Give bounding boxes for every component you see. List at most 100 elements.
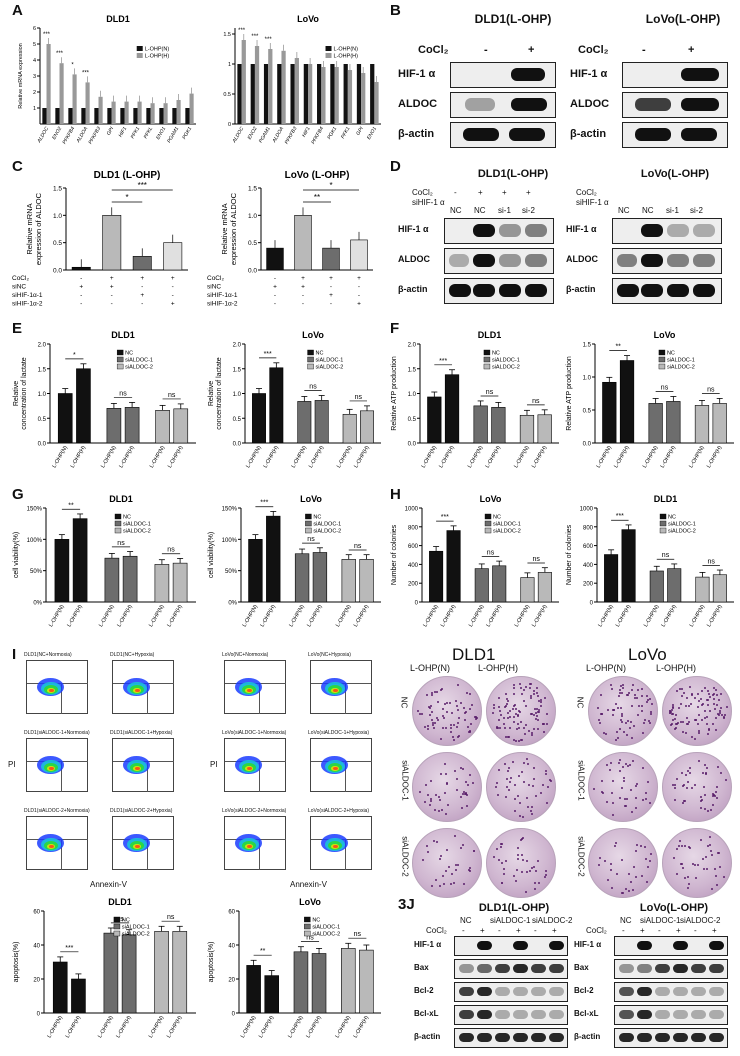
bar (343, 64, 348, 124)
y-tick-label: 0 (415, 601, 419, 607)
bar (666, 401, 681, 444)
flow-xlabel-1: Annexin-V (90, 880, 127, 889)
bar (172, 108, 177, 124)
bar (277, 64, 282, 124)
bar (264, 975, 279, 1014)
j-sign: + (712, 926, 717, 935)
bar (55, 108, 60, 124)
legend-label: siALDOC-2 (123, 529, 151, 535)
bar (537, 414, 552, 444)
bar (294, 553, 310, 603)
legend-label: siALDOC-2 (312, 932, 340, 938)
legend-swatch (114, 520, 122, 527)
bar (303, 64, 308, 124)
y-tick-label: 0.0 (53, 268, 62, 275)
y-axis-label-2: concentration of lactate (21, 357, 28, 429)
b-plus-1: + (528, 44, 535, 56)
x-tick-label: ENO1 (155, 126, 167, 141)
d-row-actin: β-actin (398, 284, 428, 294)
colony-plates-lovo (588, 676, 738, 898)
d-sihif-2: siHIF-1 α (576, 198, 609, 207)
table-mark: + (357, 275, 361, 282)
table-row-label: siHIF-1α-1 (207, 292, 238, 299)
flow-plot-title: DLD1(siALDOC-2+Hypoxia) (110, 808, 173, 814)
sig-mark: ns (661, 385, 669, 392)
b-row-actin: β-actin (398, 128, 435, 140)
table-mark: - (302, 301, 304, 308)
legend-swatch (483, 356, 491, 363)
flow-cytometry-plot (310, 816, 372, 870)
legend-swatch (659, 513, 667, 520)
bar (107, 108, 112, 124)
sig-mark: ns (486, 389, 494, 396)
bar (246, 965, 261, 1014)
bar (361, 73, 366, 124)
bar (72, 74, 77, 124)
x-tick-label: L-OHP(N) (468, 604, 486, 628)
x-tick-label: L-OHP(H) (706, 445, 724, 469)
b-dld1-title: DLD1(L-OHP) (474, 12, 552, 26)
bar (602, 381, 617, 444)
bar (356, 64, 362, 124)
colony-col-2: L-OHP(H) (478, 663, 518, 673)
chart-title: DLD1 (111, 330, 135, 340)
flow-ylabel-2: PI (210, 760, 218, 769)
bar (334, 67, 339, 124)
chart-title: LoVo (L-OHP) (285, 170, 350, 181)
bar (241, 40, 246, 124)
legend-swatch (304, 923, 311, 930)
y-axis-label: cell viability(%) (13, 532, 20, 578)
chart-a-dld1: DLD1 1 2 3 4 5 6 Relative mRNA expression ALDOC *… (18, 14, 196, 145)
b-lovo-cocl2: CoCl₂ (578, 44, 609, 56)
x-tick-label: L-OHP(N) (287, 1015, 305, 1039)
legend-swatch (113, 923, 121, 930)
sig-mark: ns (167, 914, 175, 921)
panel-label-b: B (390, 2, 401, 19)
x-tick-label: L-OHP(N) (335, 1015, 353, 1039)
bar (72, 518, 88, 603)
chart-title: DLD1 (478, 330, 502, 340)
legend-label: NC (667, 351, 675, 357)
bar (122, 555, 138, 603)
bar (173, 408, 189, 444)
sig-mark: ns (707, 558, 715, 565)
bar (102, 215, 122, 271)
bar (360, 410, 374, 444)
table-row-label: siNC (207, 284, 221, 291)
y-tick-label: 1.5 (408, 367, 417, 373)
b-row-hif: HIF-1 α (398, 68, 436, 80)
x-tick-label: L-OHP(H) (258, 1015, 276, 1039)
colony-plate (486, 752, 556, 822)
panel-label-h: H (390, 486, 401, 503)
bar (269, 367, 284, 444)
table-mark: - (172, 284, 174, 291)
bar (252, 393, 266, 444)
x-tick-label: L-OHP(H) (306, 604, 324, 628)
y-tick-label: 1.0 (233, 392, 242, 398)
y-tick-label: 1.5 (233, 367, 242, 373)
legend-label: siALDOC-2 (667, 365, 695, 371)
bar (350, 239, 368, 271)
y-tick-label: 200 (583, 582, 594, 588)
bar (124, 407, 140, 444)
western-blot-band (614, 936, 728, 956)
table-mark: - (358, 284, 360, 291)
x-tick-label: ALDOC (231, 126, 246, 145)
flow-xlabel-2: Annexin-V (290, 880, 327, 889)
x-tick-label: L-OHP(H) (260, 604, 278, 628)
flow-cytometry-plot (112, 660, 174, 714)
flow-cytometry-plot (112, 816, 174, 870)
chart-g-lovo: LoVo 0% 50% 100% 150% cell viability(%) L-OHP(… (208, 494, 381, 628)
d-c4: si-2 (522, 206, 535, 215)
y-axis-label: Relative ATP production (391, 356, 398, 431)
sig-mark: *** (56, 51, 64, 57)
legend-label: siALDOC-2 (122, 932, 150, 938)
legend-label: siALDOC-2 (492, 365, 520, 371)
legend-swatch (325, 46, 332, 51)
sig-mark: ns (532, 398, 540, 405)
bar (133, 108, 138, 124)
bar (154, 564, 170, 603)
j-cocl2-2: CoCl₂ (586, 926, 607, 935)
x-tick-label: L-OHP(H) (263, 445, 281, 469)
flow-plot-title: LoVo(siALDOC-2+Normoxia) (222, 808, 287, 814)
